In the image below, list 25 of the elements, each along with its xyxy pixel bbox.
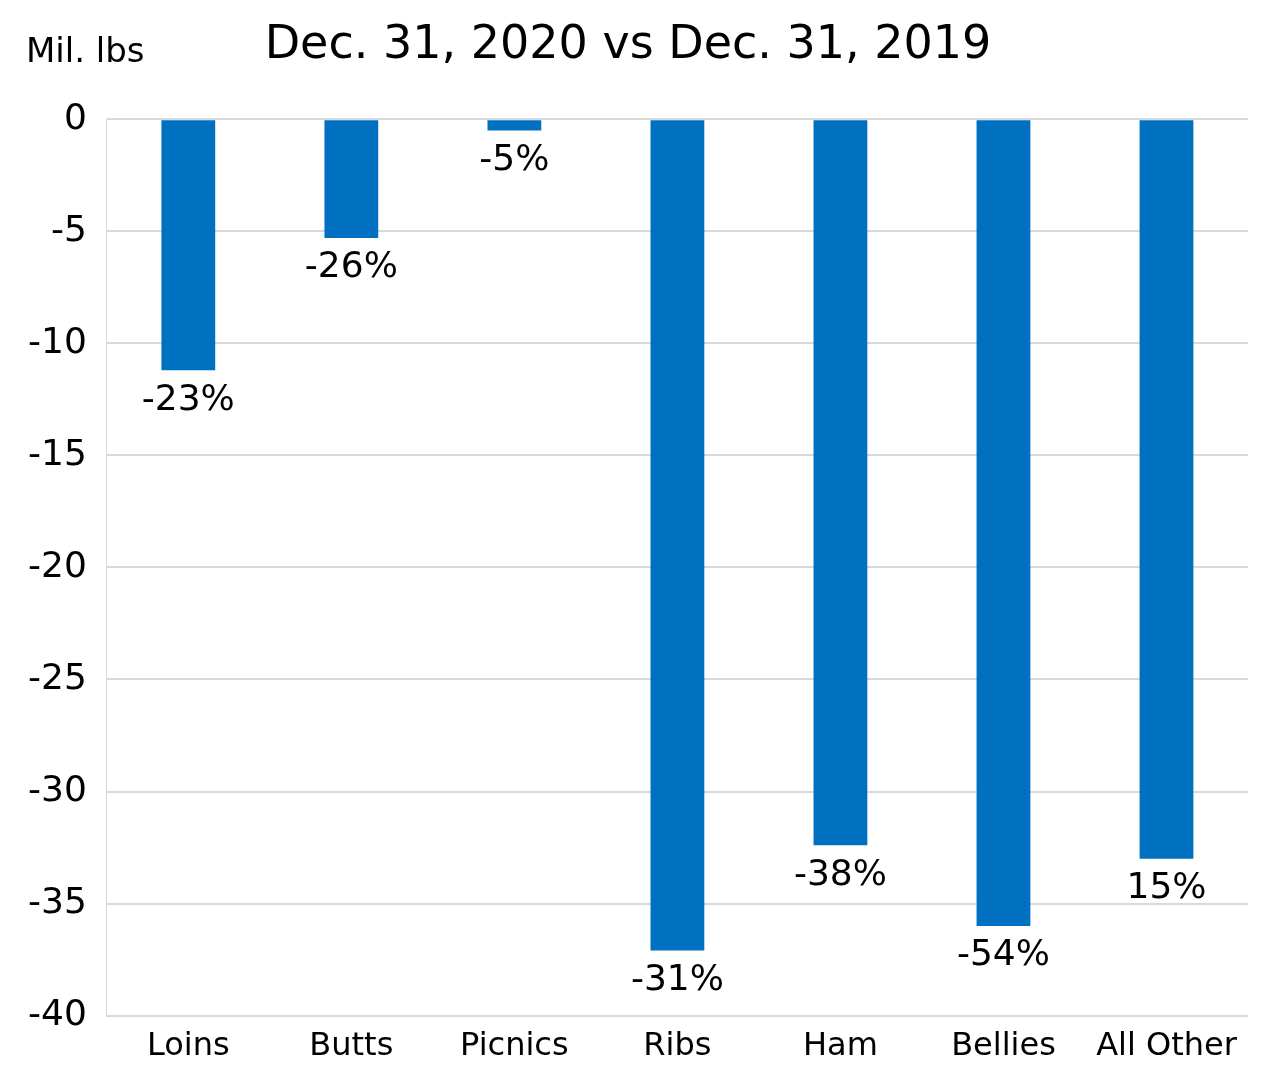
x-tick-label: All Other [1096,1025,1238,1064]
annotation: 15% [1126,865,1207,907]
y-tick-label: -5 [50,207,87,249]
x-tick-label: Ham [803,1025,878,1064]
x-tick-label: Bellies [951,1025,1056,1064]
y-tick-label: -20 [27,543,87,585]
annotation: -38% [793,851,887,893]
annotation: -23% [141,376,235,418]
y-tick-label: -25 [27,655,87,697]
y-tick-label: -10 [27,319,87,361]
x-tick-label: Loins [146,1025,230,1064]
chart-title: Dec. 31, 2020 vs Dec. 31, 2019 [264,14,992,69]
annotation: -5% [479,136,550,178]
y-tick-label: -30 [27,767,87,809]
y-tick-label: -40 [27,991,87,1033]
y-tick-label: 0 [63,95,87,137]
y-tick-label: -15 [27,431,87,473]
x-tick-label: Butts [309,1025,394,1064]
annotation: -31% [630,956,724,998]
annotation: -26% [304,244,398,286]
x-tick-label: Ribs [643,1025,712,1064]
annotation: -54% [956,932,1050,974]
y-tick-label: -35 [27,879,87,921]
x-tick-label: Picnics [460,1025,569,1064]
y-axis-title: Mil. lbs [26,29,145,70]
